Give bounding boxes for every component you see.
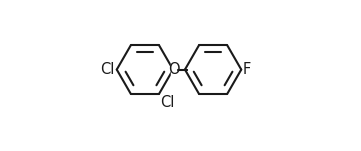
Text: F: F — [243, 62, 251, 77]
Bar — [171, 63, 177, 76]
Text: O: O — [168, 62, 180, 77]
Bar — [243, 64, 247, 76]
Text: Cl: Cl — [161, 95, 175, 110]
Text: Cl: Cl — [101, 62, 115, 77]
